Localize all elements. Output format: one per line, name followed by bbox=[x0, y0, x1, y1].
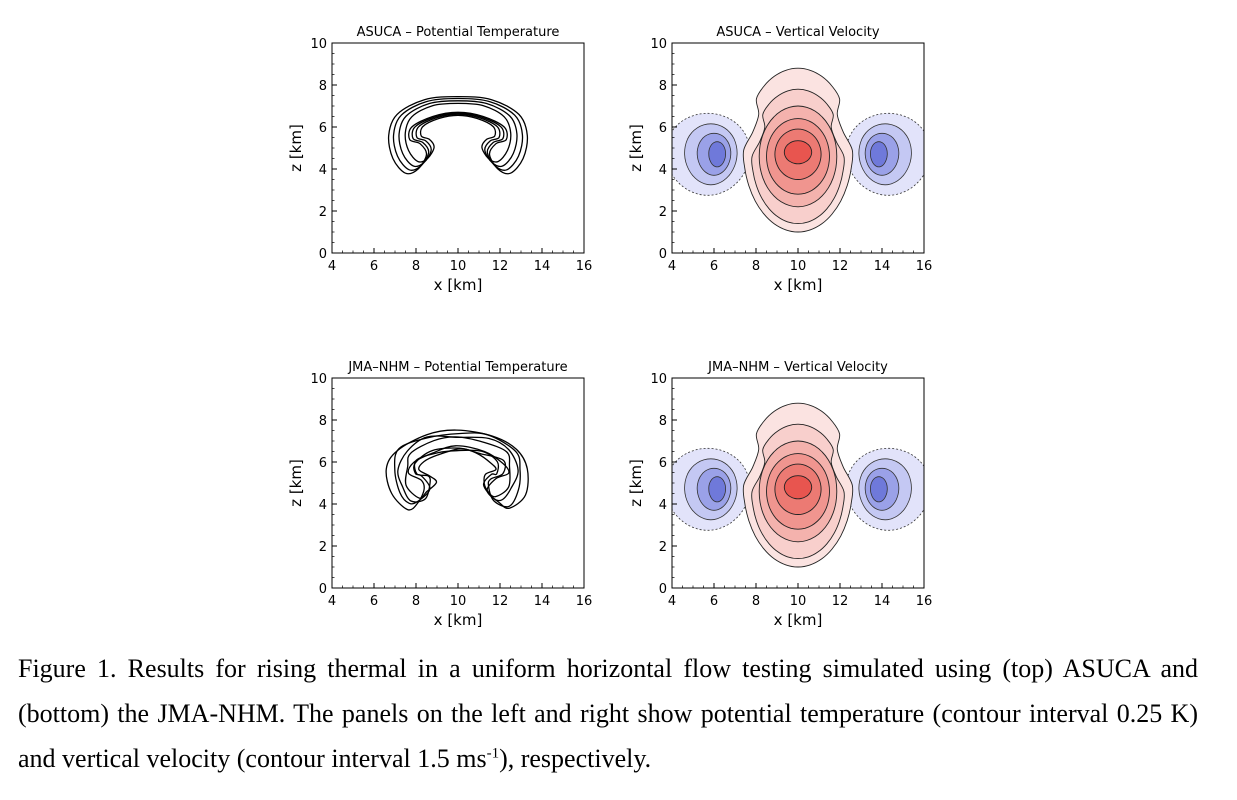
y-tick-label: 10 bbox=[650, 372, 667, 387]
y-tick-label: 0 bbox=[319, 582, 327, 597]
x-axis-label: x [km] bbox=[434, 611, 483, 629]
x-tick-label: 10 bbox=[790, 259, 807, 274]
y-tick-label: 0 bbox=[659, 582, 667, 597]
x-tick-label: 6 bbox=[710, 259, 718, 274]
y-tick-label: 6 bbox=[319, 121, 327, 136]
y-tick-label: 2 bbox=[319, 205, 327, 220]
y-tick-label: 6 bbox=[659, 121, 667, 136]
y-axis-label: z [km] bbox=[627, 124, 645, 172]
x-tick-label: 10 bbox=[790, 594, 807, 609]
x-tick-label: 8 bbox=[752, 259, 760, 274]
negative-w-contour bbox=[869, 476, 888, 503]
negative-w-contour bbox=[708, 141, 727, 168]
theta-contour-line bbox=[404, 102, 512, 163]
x-tick-label: 4 bbox=[328, 594, 336, 609]
panel-title: JMA–NHM – Potential Temperature bbox=[347, 360, 567, 375]
x-tick-label: 6 bbox=[370, 594, 378, 609]
chart-jmanhm-theta: JMA–NHM – Potential Temperature 4 6 8 10 12 14… bbox=[287, 360, 593, 629]
x-tick-label: 12 bbox=[492, 259, 509, 274]
y-tick-label: 4 bbox=[659, 163, 667, 178]
x-tick-label: 8 bbox=[412, 259, 420, 274]
y-tick-label: 10 bbox=[650, 37, 667, 52]
x-tick-label: 12 bbox=[832, 259, 849, 274]
w-contours bbox=[672, 402, 924, 568]
y-tick-label: 10 bbox=[310, 372, 327, 387]
y-tick-label: 4 bbox=[659, 498, 667, 513]
x-tick-label: 10 bbox=[450, 259, 467, 274]
panel-jmanhm-w: JMA–NHM – Vertical Velocity 4 6 8 10 12 14 16 0 2… bbox=[627, 353, 950, 653]
y-tick-label: 2 bbox=[659, 205, 667, 220]
x-axis-label: x [km] bbox=[434, 276, 483, 294]
x-axis-label: x [km] bbox=[774, 276, 823, 294]
x-tick-label: 4 bbox=[668, 594, 676, 609]
y-axis-label: z [km] bbox=[627, 459, 645, 507]
theta-contour-line bbox=[387, 95, 529, 175]
x-tick-label: 14 bbox=[534, 594, 551, 609]
x-axis-label: x [km] bbox=[774, 611, 823, 629]
w-contours bbox=[672, 67, 924, 233]
caption-text-end: ), respectively. bbox=[499, 744, 652, 773]
panel-asuca-theta: ASUCA – Potential Temperature 4 6 8 10 12 14 16… bbox=[287, 18, 610, 318]
y-tick-label: 0 bbox=[659, 247, 667, 262]
y-tick-label: 2 bbox=[319, 540, 327, 555]
x-tick-label: 14 bbox=[534, 259, 551, 274]
x-tick-label: 12 bbox=[492, 594, 509, 609]
theta-contours bbox=[385, 429, 529, 511]
x-tick-label: 14 bbox=[874, 594, 891, 609]
figure-caption: Figure 1. Results for rising thermal in … bbox=[18, 646, 1198, 781]
panel-jmanhm-theta: JMA–NHM – Potential Temperature 4 6 8 10 12 14… bbox=[287, 353, 610, 653]
y-tick-label: 6 bbox=[319, 456, 327, 471]
x-tick-label: 8 bbox=[752, 594, 760, 609]
chart-jmanhm-w: JMA–NHM – Vertical Velocity 4 6 8 10 12 14 16 0 2… bbox=[627, 360, 933, 629]
caption-superscript: -1 bbox=[486, 745, 500, 762]
x-tick-label: 16 bbox=[576, 594, 593, 609]
x-tick-label: 4 bbox=[668, 259, 676, 274]
x-tick-label: 16 bbox=[916, 594, 933, 609]
positive-w-contour bbox=[783, 140, 813, 165]
chart-asuca-w: ASUCA – Vertical Velocity 4 6 8 10 12 14 16 0 2 4 6… bbox=[627, 25, 933, 294]
y-axis-label: z [km] bbox=[287, 124, 305, 172]
panel-asuca-w: ASUCA – Vertical Velocity 4 6 8 10 12 14 16 0 2 4 6… bbox=[627, 18, 950, 318]
chart-asuca-theta: ASUCA – Potential Temperature 4 6 8 10 12 14 16… bbox=[287, 25, 593, 294]
x-tick-label: 14 bbox=[874, 259, 891, 274]
y-tick-label: 8 bbox=[659, 79, 667, 94]
plot-frame bbox=[331, 42, 585, 254]
x-tick-label: 16 bbox=[916, 259, 933, 274]
caption-text: Figure 1. Results for rising thermal in … bbox=[18, 654, 1198, 773]
x-tick-label: 6 bbox=[710, 594, 718, 609]
x-tick-label: 8 bbox=[412, 594, 420, 609]
y-axis-label: z [km] bbox=[287, 459, 305, 507]
x-tick-label: 12 bbox=[832, 594, 849, 609]
y-tick-label: 0 bbox=[319, 247, 327, 262]
panel-title: JMA–NHM – Vertical Velocity bbox=[707, 360, 888, 375]
positive-w-contour bbox=[783, 475, 813, 500]
y-tick-label: 4 bbox=[319, 498, 327, 513]
y-tick-label: 2 bbox=[659, 540, 667, 555]
negative-w-contour bbox=[708, 476, 727, 503]
panel-title: ASUCA – Vertical Velocity bbox=[716, 25, 879, 40]
y-tick-label: 8 bbox=[319, 414, 327, 429]
x-tick-label: 16 bbox=[576, 259, 593, 274]
x-tick-label: 6 bbox=[370, 259, 378, 274]
y-tick-label: 6 bbox=[659, 456, 667, 471]
y-tick-label: 10 bbox=[310, 37, 327, 52]
plot-frame bbox=[331, 377, 585, 589]
theta-contour-line bbox=[392, 97, 524, 171]
theta-contour-line bbox=[398, 100, 518, 168]
y-tick-label: 8 bbox=[659, 414, 667, 429]
y-tick-label: 4 bbox=[319, 163, 327, 178]
y-tick-label: 8 bbox=[319, 79, 327, 94]
panel-title: ASUCA – Potential Temperature bbox=[357, 25, 560, 40]
theta-contour-line bbox=[404, 436, 511, 499]
x-tick-label: 4 bbox=[328, 259, 336, 274]
negative-w-contour bbox=[869, 141, 888, 168]
theta-contour-line bbox=[397, 435, 519, 503]
theta-contours bbox=[387, 95, 529, 175]
x-tick-label: 10 bbox=[450, 594, 467, 609]
